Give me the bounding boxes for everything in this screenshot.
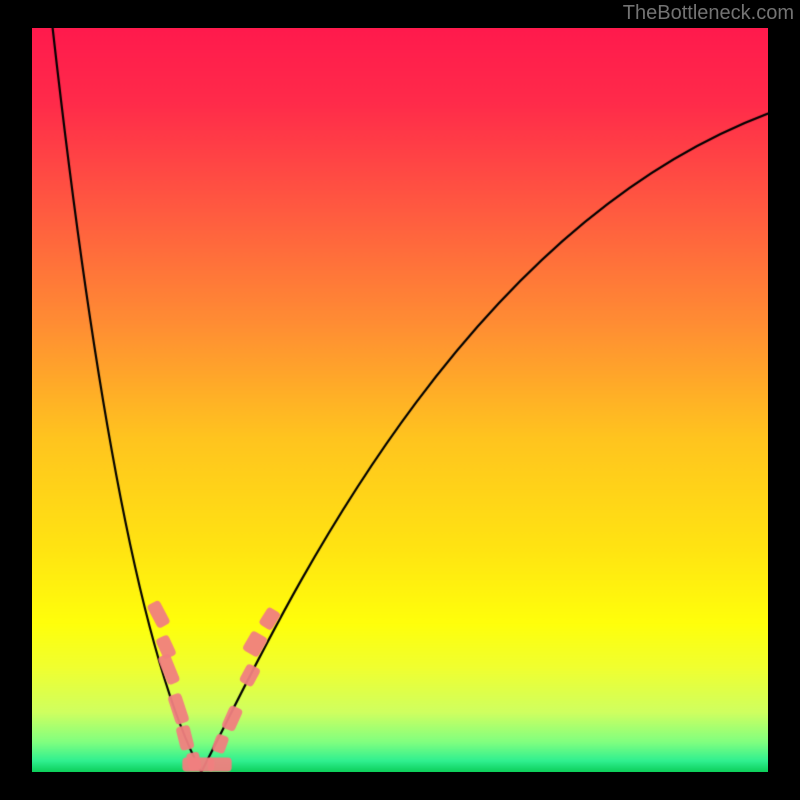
watermark-text: TheBottleneck.com [623,2,794,25]
data-markers [32,28,768,772]
plot-area [32,28,768,772]
chart-root: TheBottleneck.com [0,0,800,800]
